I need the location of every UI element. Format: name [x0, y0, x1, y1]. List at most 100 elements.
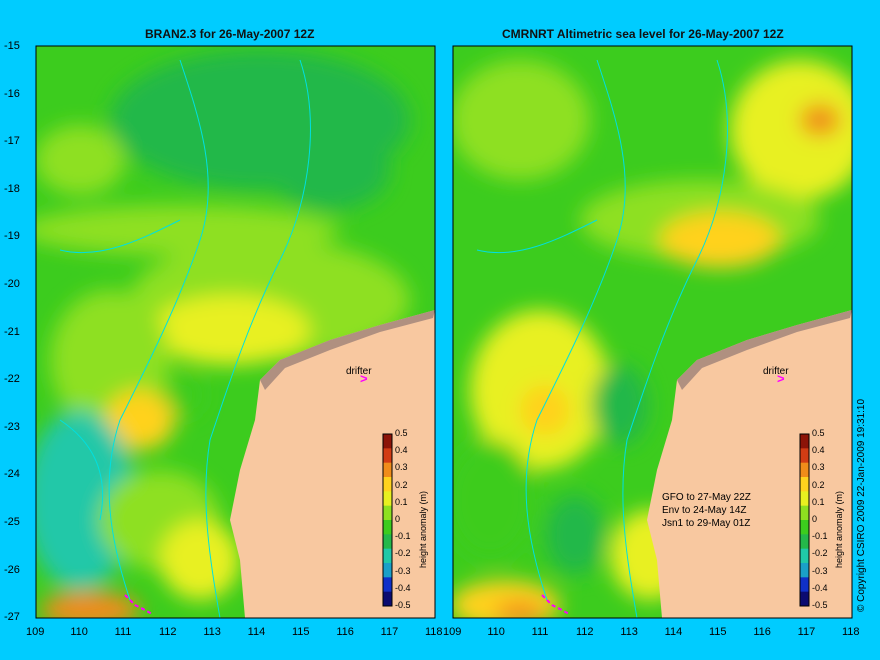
right-colorbar-segment: [800, 520, 809, 535]
left-longitude-tick-label: 117: [380, 626, 399, 638]
satellite-note-gfo: GFO to 27-May 22Z: [662, 492, 751, 503]
left-colorbar-label: height anomaly (m): [418, 490, 428, 568]
left-map-panel: [36, 46, 435, 618]
latitude-tick-label: -27: [4, 611, 20, 624]
left-colorbar-frame: [382, 433, 393, 607]
right-colorbar-tick-label: 0.1: [812, 496, 825, 507]
left-colorbar-segment: [383, 563, 392, 578]
left-colorbar-tick-label: 0.3: [395, 462, 408, 473]
left-colorbar-segment: [383, 577, 392, 593]
left-longitude-tick-label: 113: [203, 626, 221, 638]
latitude-tick-label: -22: [4, 373, 20, 386]
right-colorbar-segment: [800, 434, 809, 449]
left-colorbar-segment: [383, 591, 392, 607]
left-coast-shadow: [260, 310, 435, 390]
right-colorbar-tick-label: -0.4: [812, 582, 828, 593]
right-longitude-tick-label: 115: [709, 626, 727, 638]
left-map-frame: [35, 45, 436, 619]
right-map-title: CMRNRT Altimetric sea level for 26-May-2…: [502, 27, 784, 41]
right-colorbar: [799, 433, 810, 607]
left-colorbar-tick-label: 0.5: [395, 428, 408, 438]
right-drifter-arrow-icon: >: [777, 371, 785, 386]
latitude-tick-label: -16: [4, 87, 20, 100]
left-colorbar-tick-label: -0.2: [395, 548, 411, 559]
right-colorbar-tick-label: -0.3: [812, 565, 828, 576]
right-longitude-tick-label: 110: [487, 626, 505, 638]
right-longitude-tick-label: 116: [753, 626, 771, 638]
copyright-stamp: © Copyright CSIRO 2009 22-Jan-2009 19:31…: [856, 398, 867, 612]
right-colorbar-segment: [800, 534, 809, 550]
left-map-title: BRAN2.3 for 26-May-2007 12Z: [145, 27, 315, 41]
left-colorbar: [382, 433, 393, 607]
right-colorbar-segment: [800, 477, 809, 492]
right-drifter-label: drifter: [763, 366, 789, 377]
left-longitude-tick-label: 111: [114, 626, 132, 638]
left-longitude-tick-label: 118: [425, 626, 443, 638]
right-colorbar-segment: [800, 577, 809, 593]
left-drifter-track: [124, 594, 153, 615]
latitude-tick-label: -19: [4, 230, 20, 243]
right-colorbar-segment: [800, 591, 809, 607]
left-colorbar-tick-label: -0.5: [395, 600, 411, 610]
left-colorbar-tick-label: 0.4: [395, 445, 408, 456]
left-bathymetry: [59, 59, 311, 618]
right-colorbar-segment: [800, 505, 809, 521]
right-bathymetry: [476, 59, 728, 618]
right-colorbar-tick-label: 0: [812, 514, 818, 524]
right-map-panel: [453, 46, 852, 618]
right-longitude-tick-label: 114: [664, 626, 683, 638]
left-colorbar-tick-label: -0.3: [395, 565, 411, 576]
left-colorbar-tick-label: -0.1: [395, 531, 411, 542]
latitude-tick-label: -23: [4, 420, 20, 433]
left-longitude-tick-label: 112: [159, 626, 177, 638]
latitude-tick-label: -17: [4, 135, 20, 148]
left-longitude-tick-label: 115: [292, 626, 310, 638]
right-colorbar-segment: [800, 548, 809, 564]
left-colorbar-segment: [383, 462, 392, 478]
right-colorbar-tick-label: 0.2: [812, 479, 825, 490]
left-anomaly-field: [36, 50, 410, 618]
right-longitude-tick-label: 112: [576, 626, 594, 638]
left-drifter-arrow-icon: >: [360, 371, 368, 386]
left-colorbar-segment: [383, 448, 392, 464]
right-colorbar-tick-label: 0.3: [812, 462, 825, 473]
left-longitude-tick-label: 116: [336, 626, 354, 638]
right-longitude-tick-label: 109: [443, 626, 462, 638]
right-colorbar-frame: [799, 433, 810, 607]
satellite-note-jsn1: Jsn1 to 29-May 01Z: [662, 518, 751, 529]
left-colorbar-segment: [383, 534, 392, 550]
right-longitude-tick-label: 113: [620, 626, 638, 638]
right-colorbar-segment: [800, 462, 809, 478]
right-longitude-tick-label: 118: [842, 626, 860, 638]
left-colorbar-tick-label: -0.4: [395, 582, 411, 593]
latitude-tick-label: -18: [4, 182, 20, 195]
right-colorbar-label: height anomaly (m): [834, 490, 844, 568]
latitude-tick-label: -20: [4, 278, 20, 290]
left-longitude-tick-label: 114: [247, 626, 266, 638]
right-colorbar-segment: [800, 491, 809, 507]
right-map-frame: [452, 45, 853, 619]
left-colorbar-segment: [383, 520, 392, 535]
right-colorbar-segment: [800, 563, 809, 578]
left-colorbar-segment: [383, 548, 392, 564]
right-colorbar-tick-label: 0.5: [812, 428, 825, 438]
right-anomaly-field: [453, 60, 852, 618]
left-longitude-tick-label: 109: [26, 626, 45, 638]
latitude-tick-label: -21: [4, 325, 20, 338]
left-colorbar-tick-label: 0: [395, 514, 401, 524]
satellite-note-env: Env to 24-May 14Z: [662, 505, 747, 516]
left-colorbar-segment: [383, 434, 392, 449]
right-longitude-tick-label: 111: [531, 626, 549, 638]
left-colorbar-segment: [383, 477, 392, 492]
latitude-tick-label: -15: [4, 40, 20, 52]
left-colorbar-tick-label: 0.2: [395, 479, 408, 490]
right-colorbar-tick-label: -0.5: [812, 600, 828, 610]
right-colorbar-segment: [800, 448, 809, 464]
right-colorbar-tick-label: 0.4: [812, 445, 825, 456]
left-drifter-label: drifter: [346, 366, 372, 377]
left-colorbar-segment: [383, 505, 392, 521]
latitude-tick-label: -26: [4, 563, 20, 576]
right-longitude-tick-label: 117: [797, 626, 816, 638]
latitude-tick-label: -24: [4, 468, 20, 481]
